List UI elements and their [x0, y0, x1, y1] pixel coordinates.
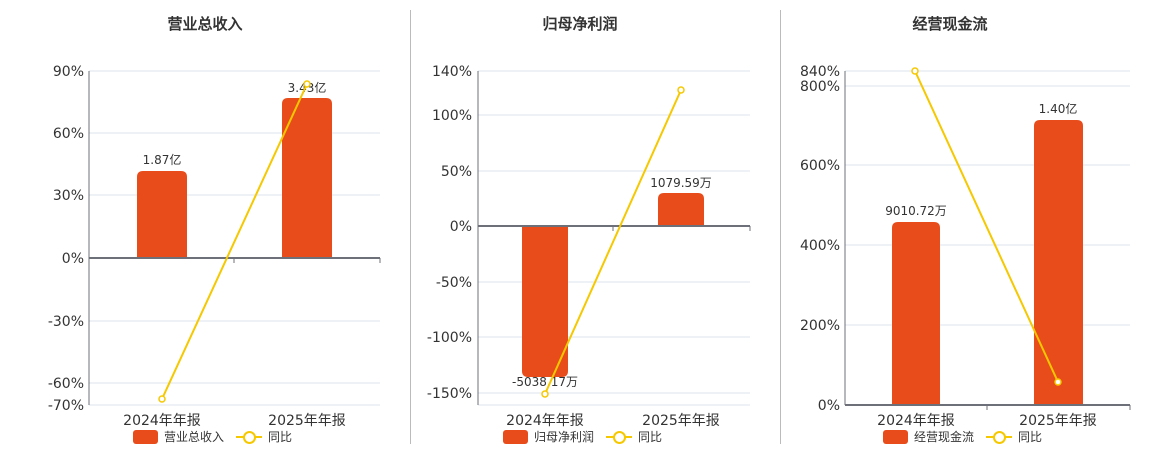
- y-tick: 140%: [432, 64, 472, 80]
- y-tick: 60%: [53, 126, 84, 142]
- x-tick: 2024年年报: [877, 413, 955, 429]
- bar-2025[interactable]: [1034, 120, 1083, 405]
- y-tick: 50%: [441, 164, 472, 180]
- bar-value-label: -5038.17万: [512, 375, 578, 389]
- bar-value-label: 1.40亿: [1039, 101, 1078, 116]
- bar-2024[interactable]: [522, 226, 568, 377]
- bar-legend-swatch[interactable]: [503, 429, 528, 444]
- x-tick: 2025年年报: [1019, 413, 1097, 429]
- y-tick: -100%: [427, 330, 472, 346]
- y-tick: 30%: [53, 188, 84, 204]
- bar-2025[interactable]: [658, 193, 704, 226]
- bar-value-label: 1079.59万: [650, 176, 712, 190]
- y-tick: 800%: [800, 79, 840, 95]
- bar-legend-swatch[interactable]: [133, 429, 158, 444]
- y-tick: 600%: [800, 158, 840, 174]
- chart-panel-operating-cash-flow: 经营现金流 840% 800% 600% 400% 200% 0% 9010.7…: [780, 0, 1160, 450]
- yoy-line: [161, 83, 308, 400]
- y-tick: 0%: [450, 219, 472, 235]
- bar-2025[interactable]: [282, 98, 332, 258]
- chart-title: 经营现金流: [912, 15, 988, 33]
- line-legend-label[interactable]: 同比: [268, 430, 293, 444]
- y-tick: 0%: [818, 398, 840, 414]
- bar-2024[interactable]: [137, 171, 187, 258]
- y-tick: 400%: [800, 238, 840, 254]
- yoy-point[interactable]: [911, 67, 919, 75]
- bar-legend-swatch[interactable]: [883, 429, 908, 444]
- y-tick: 840%: [800, 64, 840, 80]
- chart-title: 归母净利润: [542, 15, 618, 33]
- y-tick: 90%: [53, 64, 84, 80]
- chart-panel-net-profit: 归母净利润 140% 100% 50% 0% -50% -100% -150% …: [410, 0, 780, 450]
- bar-2024[interactable]: [892, 222, 940, 405]
- line-legend-label[interactable]: 同比: [638, 430, 663, 444]
- y-tick: -60%: [48, 376, 84, 392]
- net-profit-chart: 140% 100% 50% 0% -50% -100% -150% -5038.…: [427, 64, 751, 429]
- chart-legend: 营业总收入 同比: [133, 428, 292, 445]
- yoy-point[interactable]: [541, 390, 549, 398]
- panel-divider: [410, 10, 411, 444]
- yoy-point[interactable]: [303, 80, 311, 88]
- chart-panel-revenue: 营业总收入 90% 60% 30% 0% -30% -60% -70%: [0, 0, 410, 450]
- y-tick: -70%: [48, 398, 84, 414]
- x-tick: 2024年年报: [123, 413, 201, 429]
- revenue-chart: 90% 60% 30% 0% -30% -60% -70% 1.87亿 3.43…: [48, 64, 381, 429]
- bar-legend-label[interactable]: 归母净利润: [534, 430, 595, 444]
- y-tick: -30%: [48, 314, 84, 330]
- bar-value-label: 9010.72万: [885, 204, 947, 218]
- yoy-line: [914, 70, 1059, 383]
- y-tick: 200%: [800, 318, 840, 334]
- x-tick: 2025年年报: [268, 413, 346, 429]
- yoy-point[interactable]: [1054, 378, 1062, 386]
- y-tick: -50%: [436, 275, 472, 291]
- x-tick: 2025年年报: [642, 413, 720, 429]
- y-tick: -150%: [427, 386, 472, 402]
- x-tick: 2024年年报: [506, 413, 584, 429]
- yoy-point[interactable]: [158, 395, 166, 403]
- panel-divider: [780, 10, 781, 444]
- bar-value-label: 1.87亿: [143, 152, 182, 167]
- chart-legend: 归母净利润 同比: [503, 428, 662, 445]
- bar-legend-label[interactable]: 经营现金流: [914, 430, 975, 444]
- y-tick: 0%: [62, 251, 84, 267]
- line-legend-icon[interactable]: [606, 430, 633, 444]
- line-legend-icon[interactable]: [986, 430, 1013, 444]
- cash-flow-chart: 840% 800% 600% 400% 200% 0% 9010.72万 1.4…: [800, 64, 1131, 429]
- y-tick: 100%: [432, 108, 472, 124]
- yoy-line: [544, 89, 682, 395]
- line-legend-icon[interactable]: [236, 430, 263, 444]
- yoy-point[interactable]: [677, 86, 685, 94]
- chart-legend: 经营现金流 同比: [883, 428, 1042, 445]
- chart-title: 营业总收入: [167, 15, 243, 33]
- bar-legend-label[interactable]: 营业总收入: [164, 430, 225, 444]
- line-legend-label[interactable]: 同比: [1018, 430, 1043, 444]
